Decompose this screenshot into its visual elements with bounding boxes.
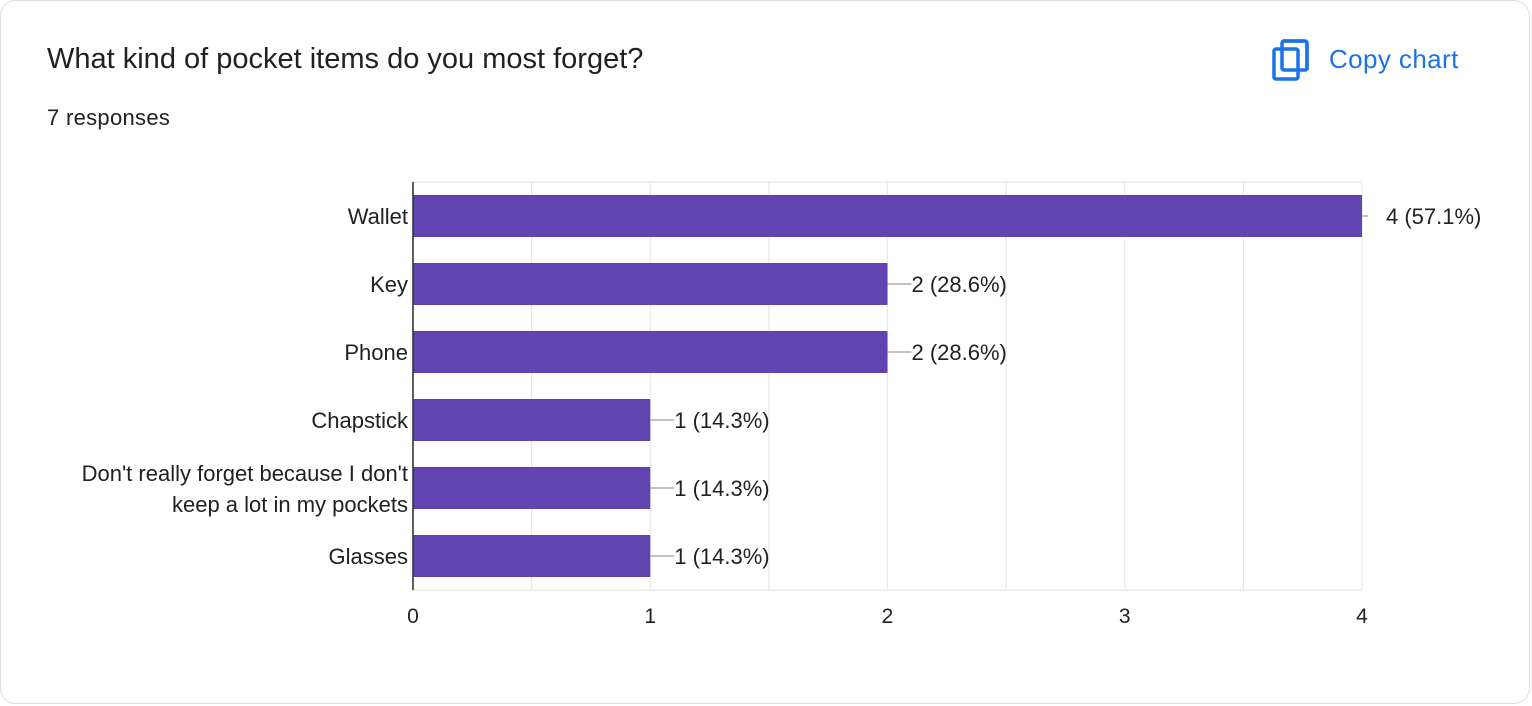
data-label: 1 (14.3%) (674, 408, 769, 433)
category-label: Key (370, 272, 408, 297)
category-label: Don't really forget because I don't (82, 461, 408, 486)
bar (413, 331, 888, 373)
data-label: 4 (57.1%) (1386, 204, 1481, 229)
data-label: 2 (28.6%) (912, 340, 1007, 365)
bar (413, 195, 1362, 237)
x-tick-label: 2 (882, 605, 894, 628)
data-label: 2 (28.6%) (912, 272, 1007, 297)
category-label: Chapstick (311, 408, 409, 433)
bar (413, 467, 651, 509)
category-label: Glasses (329, 544, 408, 569)
category-label: keep a lot in my pockets (172, 492, 408, 517)
copy-chart-button[interactable]: Copy chart (1263, 31, 1467, 87)
x-tick-label: 0 (407, 605, 419, 628)
copy-chart-label: Copy chart (1329, 43, 1459, 74)
chart-title: What kind of pocket items do you most fo… (47, 43, 644, 75)
response-count: 7 responses (47, 105, 171, 130)
x-tick-label: 4 (1356, 605, 1368, 628)
category-label: Wallet (348, 204, 408, 229)
bar (413, 399, 651, 441)
x-tick-label: 1 (644, 605, 656, 628)
data-label: 1 (14.3%) (674, 476, 769, 501)
copy-icon (1271, 37, 1311, 81)
data-label: 1 (14.3%) (674, 544, 769, 569)
category-label: Phone (344, 340, 408, 365)
x-tick-label: 3 (1119, 605, 1131, 628)
bar (413, 263, 888, 305)
bar (413, 535, 651, 577)
